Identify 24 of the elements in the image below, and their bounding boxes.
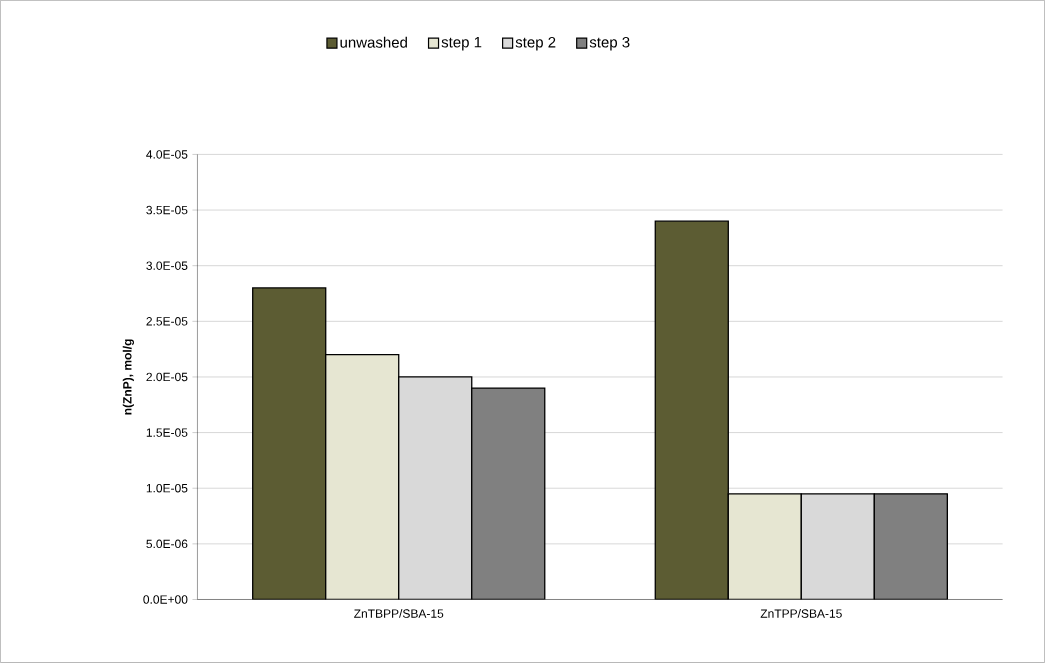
y-tick-label: 0.0E+00	[143, 595, 188, 604]
legend-label: unwashed	[340, 36, 407, 48]
bar	[727, 493, 802, 600]
bar	[873, 493, 948, 600]
bar	[398, 376, 473, 600]
bar	[800, 493, 875, 600]
y-axis-title: n(ZnP), mol/g	[122, 339, 134, 415]
x-tick-label: ZnTBPP/SBA-15	[354, 609, 444, 618]
bar	[471, 387, 546, 600]
bar	[252, 287, 327, 600]
y-tick-label: 5.0E-06	[146, 539, 188, 549]
y-tick-label: 3.0E-05	[146, 261, 188, 270]
y-tick-label: 2.5E-05	[146, 317, 188, 326]
y-tick-label: 2.0E-05	[146, 372, 188, 382]
legend-label: step 3	[589, 36, 630, 51]
legend-label: step 1	[441, 37, 482, 51]
y-tick-label: 4.0E-05	[146, 150, 188, 159]
y-tick-label: 3.5E-05	[146, 205, 188, 215]
x-tick-label: ZnTPP/SBA-15	[760, 609, 842, 618]
y-tick-label: 1.5E-05	[146, 428, 188, 437]
bar	[654, 220, 729, 600]
y-tick-label: 1.0E-05	[146, 484, 188, 493]
bar	[325, 354, 400, 600]
legend-label: step 2	[515, 36, 556, 51]
